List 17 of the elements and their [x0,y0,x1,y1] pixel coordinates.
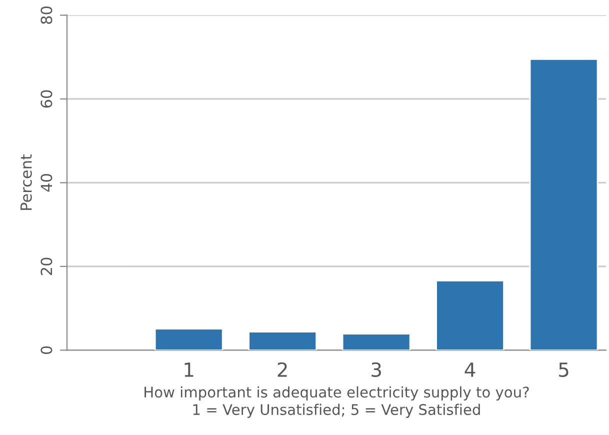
y-axis-title: Percent [20,154,32,210]
x-axis-title: How important is adequate electricity supply to you? 1 = Very Unsatisfied; 5 = Very Satisfied [144,386,529,418]
x-tick-label: 5 [559,362,568,378]
x-tick-label: 2 [278,362,287,377]
bar [154,328,224,350]
y-tick-label: 40 [40,174,52,192]
bar [248,331,318,350]
x-tick-label: 1 [184,362,194,377]
x-tick-label: 3 [372,362,381,378]
bar [529,58,598,350]
y-tick-label: 80 [40,6,52,24]
y-tick-label: 60 [40,90,52,108]
bar [342,333,411,350]
y-tick-label: 20 [40,258,52,276]
bar [436,280,504,350]
y-tick-label: 0 [40,346,52,354]
x-tick-label: 4 [464,362,476,377]
